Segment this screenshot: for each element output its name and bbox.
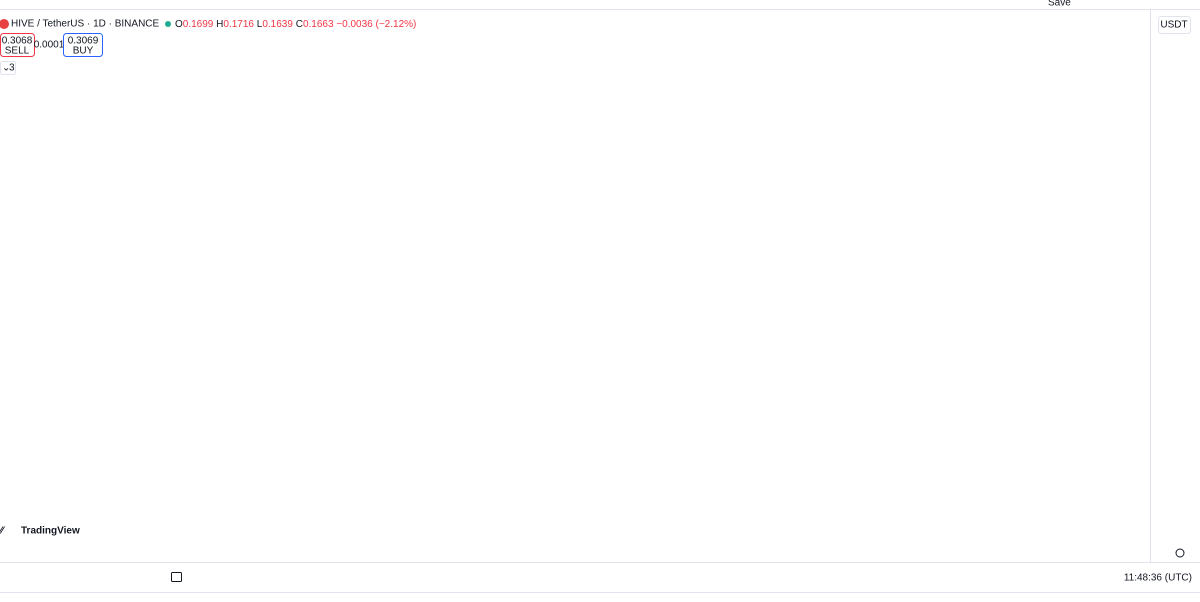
save-button[interactable]: Save [1048, 0, 1071, 9]
symbol-title[interactable]: HIVE / TetherUS · 1D · BINANCE [11, 19, 160, 30]
close-label: C [296, 19, 303, 30]
open-label: O [175, 19, 183, 30]
top-toolbar [0, 0, 1200, 9]
buy-label: BUY [73, 46, 94, 57]
currency: USDT [1160, 20, 1187, 31]
change-value: −0.0036 (−2.12%) [336, 19, 416, 30]
buy-price: 0.3069 [68, 36, 99, 47]
sell-button[interactable] [0, 33, 35, 57]
status-dot [165, 21, 171, 27]
clock: 11:48:36 (UTC) [1124, 573, 1192, 584]
sell-price: 0.3068 [2, 36, 33, 47]
buy-button[interactable] [63, 33, 103, 57]
sell-label: SELL [5, 46, 30, 57]
indicators-toggle[interactable] [0, 61, 16, 75]
indicators-count: 3 [9, 63, 15, 74]
close-value: 0.1663 [303, 19, 334, 30]
logo-mark: ⁄⁄ [0, 526, 6, 537]
open-value: 0.1699 [183, 19, 214, 30]
ohlc-legend: O0.1699 H0.1716 L0.1639 C0.1663 −0.0036 … [175, 19, 416, 30]
settings-button[interactable] [1175, 548, 1185, 558]
high-value: 0.1716 [223, 19, 254, 30]
watermark: TradingView [21, 526, 80, 537]
date-range-button[interactable] [171, 572, 182, 582]
currency-button[interactable] [1158, 16, 1191, 34]
low-label: L [257, 19, 263, 30]
spread: 0.0001 [34, 40, 65, 51]
indicators-chevron: ⌄ [2, 63, 10, 74]
low-value: 0.1639 [262, 19, 293, 30]
symbol-icon [0, 19, 9, 29]
high-label: H [216, 19, 223, 30]
